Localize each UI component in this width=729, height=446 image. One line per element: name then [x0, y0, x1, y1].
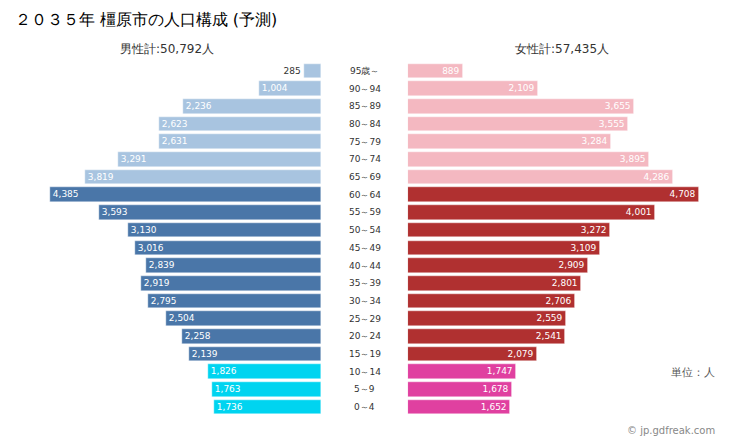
- svg-text:男性計:50,792人: 男性計:50,792人: [120, 42, 214, 56]
- svg-text:1,763: 1,763: [215, 384, 241, 394]
- svg-text:2,139: 2,139: [192, 349, 218, 359]
- svg-text:2,236: 2,236: [186, 101, 212, 111]
- svg-text:© jp.gdfreak.com: © jp.gdfreak.com: [627, 425, 715, 436]
- svg-text:30～34: 30～34: [349, 296, 381, 306]
- svg-text:1,826: 1,826: [211, 366, 237, 376]
- svg-text:3,130: 3,130: [131, 225, 157, 235]
- svg-text:60～64: 60～64: [349, 190, 381, 200]
- svg-text:4,708: 4,708: [670, 189, 696, 199]
- svg-text:95歳～: 95歳～: [350, 66, 379, 76]
- svg-text:3,284: 3,284: [582, 136, 608, 146]
- svg-text:2,795: 2,795: [151, 296, 177, 306]
- svg-text:2,504: 2,504: [169, 313, 195, 323]
- svg-text:2,623: 2,623: [162, 119, 188, 129]
- svg-text:4,286: 4,286: [644, 172, 670, 182]
- svg-text:85～89: 85～89: [349, 101, 381, 111]
- svg-text:90～94: 90～94: [349, 84, 381, 94]
- svg-text:2,631: 2,631: [162, 136, 188, 146]
- svg-text:4,001: 4,001: [626, 207, 652, 217]
- svg-text:3,016: 3,016: [138, 243, 164, 253]
- svg-text:女性計:57,435人: 女性計:57,435人: [515, 42, 609, 56]
- svg-text:10～14: 10～14: [349, 367, 381, 377]
- svg-text:単位：人: 単位：人: [671, 366, 715, 379]
- svg-text:２０３５年 橿原市の人口構成 (予測): ２０３５年 橿原市の人口構成 (予測): [15, 10, 278, 29]
- svg-text:65～69: 65～69: [349, 172, 381, 182]
- svg-text:285: 285: [284, 66, 301, 76]
- svg-text:1,004: 1,004: [262, 83, 288, 93]
- svg-text:15～19: 15～19: [349, 349, 381, 359]
- svg-text:3,819: 3,819: [88, 172, 114, 182]
- svg-text:1,747: 1,747: [487, 366, 513, 376]
- svg-text:2,909: 2,909: [559, 260, 585, 270]
- svg-text:80～84: 80～84: [349, 119, 381, 129]
- svg-text:1,652: 1,652: [481, 402, 507, 412]
- svg-text:2,079: 2,079: [508, 349, 534, 359]
- svg-text:889: 889: [442, 66, 459, 76]
- svg-text:3,109: 3,109: [571, 243, 597, 253]
- svg-text:25～29: 25～29: [349, 314, 381, 324]
- svg-text:5～9: 5～9: [354, 384, 375, 394]
- svg-text:3,291: 3,291: [121, 154, 147, 164]
- svg-text:4,385: 4,385: [53, 189, 79, 199]
- svg-text:3,272: 3,272: [581, 225, 607, 235]
- svg-text:3,655: 3,655: [605, 101, 631, 111]
- svg-text:1,736: 1,736: [217, 402, 243, 412]
- svg-text:2,706: 2,706: [546, 296, 572, 306]
- svg-text:3,895: 3,895: [620, 154, 646, 164]
- svg-text:75～79: 75～79: [349, 137, 381, 147]
- svg-text:50～54: 50～54: [349, 225, 381, 235]
- svg-text:2,839: 2,839: [149, 260, 175, 270]
- svg-text:40～44: 40～44: [349, 261, 381, 271]
- svg-text:2,559: 2,559: [537, 313, 563, 323]
- svg-text:20～24: 20～24: [349, 331, 381, 341]
- svg-text:35～39: 35～39: [349, 278, 381, 288]
- svg-text:2,109: 2,109: [509, 83, 535, 93]
- svg-text:2,801: 2,801: [552, 278, 578, 288]
- svg-text:70～74: 70～74: [349, 154, 381, 164]
- svg-text:1,678: 1,678: [483, 384, 509, 394]
- svg-text:3,593: 3,593: [102, 207, 128, 217]
- svg-text:3,555: 3,555: [599, 119, 625, 129]
- svg-text:2,258: 2,258: [185, 331, 211, 341]
- svg-text:0～4: 0～4: [354, 402, 375, 412]
- svg-text:45～49: 45～49: [349, 243, 381, 253]
- svg-text:55～59: 55～59: [349, 207, 381, 217]
- svg-text:2,541: 2,541: [536, 331, 562, 341]
- svg-text:2,919: 2,919: [144, 278, 170, 288]
